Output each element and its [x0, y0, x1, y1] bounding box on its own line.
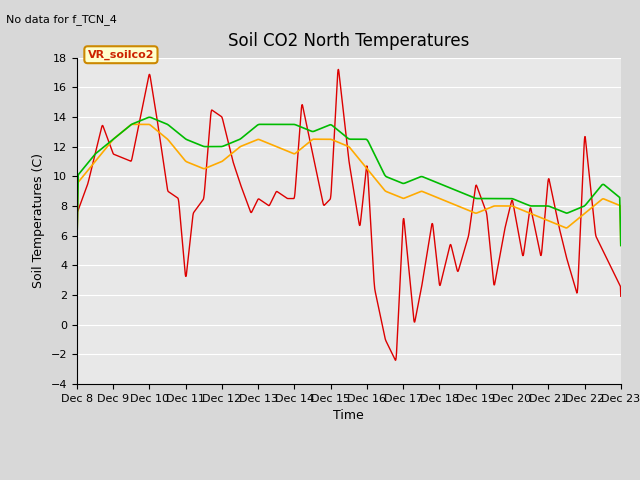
Y-axis label: Soil Temperatures (C): Soil Temperatures (C) [32, 153, 45, 288]
Legend: -2cm, -4cm, -8cm: -2cm, -4cm, -8cm [216, 479, 482, 480]
Title: Soil CO2 North Temperatures: Soil CO2 North Temperatures [228, 33, 470, 50]
Text: VR_soilco2: VR_soilco2 [88, 49, 154, 60]
X-axis label: Time: Time [333, 409, 364, 422]
Text: No data for f_TCN_4: No data for f_TCN_4 [6, 14, 117, 25]
